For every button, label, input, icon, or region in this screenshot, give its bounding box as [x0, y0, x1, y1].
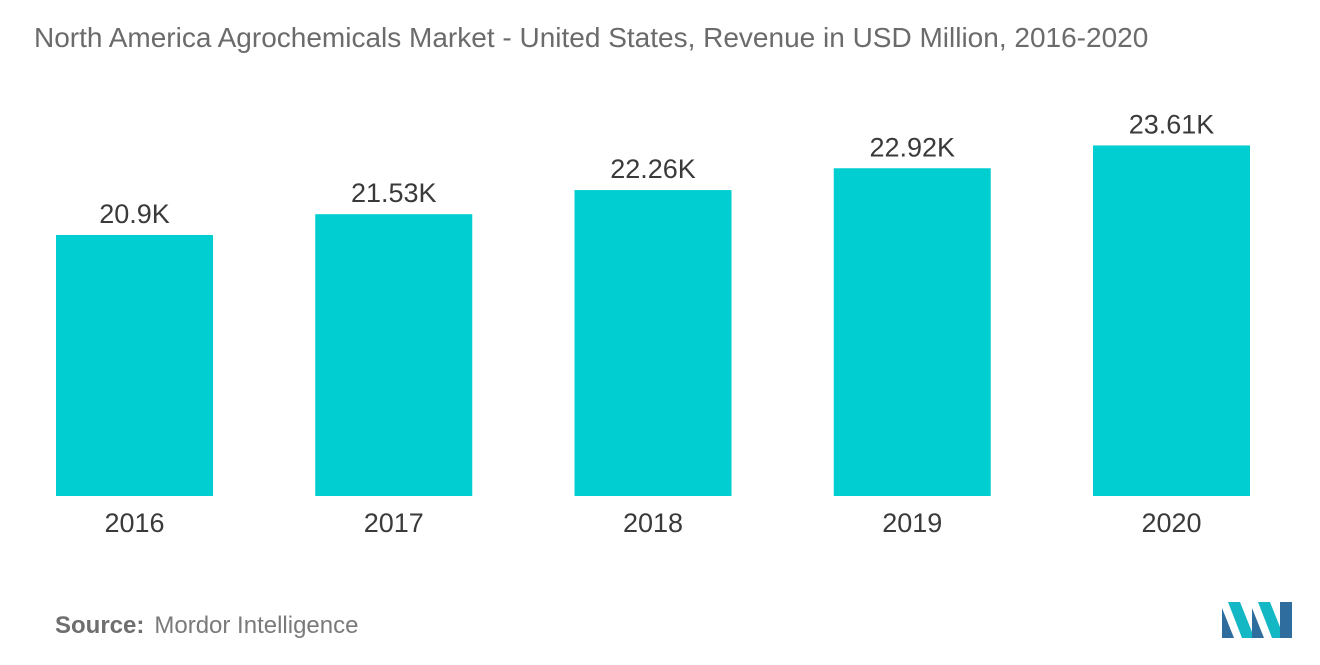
x-tick-label-2019: 2019	[882, 508, 942, 538]
x-tick-label-2017: 2017	[364, 508, 424, 538]
value-labels-group: 20.9K 21.53K 22.26K 22.92K 23.61K	[99, 109, 1214, 229]
chart-title: North America Agrochemicals Market - Uni…	[34, 22, 1149, 53]
x-tick-label-2018: 2018	[623, 508, 683, 538]
x-tick-label-2016: 2016	[104, 508, 164, 538]
value-label-2019: 22.92K	[869, 132, 955, 162]
mordor-intelligence-logo-icon	[1222, 602, 1292, 638]
bar-2020	[1093, 145, 1250, 496]
value-label-2020: 23.61K	[1129, 109, 1215, 139]
bar-2018	[574, 190, 732, 496]
value-label-2018: 22.26K	[610, 154, 696, 184]
source-label: Source:	[55, 612, 145, 639]
source-text: Mordor Intelligence	[154, 612, 359, 639]
bar-2019	[833, 168, 991, 496]
source-note: Source: Mordor Intelligence	[55, 612, 358, 640]
x-tick-labels-group: 2016 2017 2018 2019 2020	[104, 508, 1201, 538]
bar-2017	[315, 214, 473, 496]
bars-group	[56, 145, 1250, 496]
bar-2016	[56, 235, 213, 496]
value-label-2016: 20.9K	[99, 199, 170, 229]
value-label-2017: 21.53K	[351, 178, 437, 208]
x-tick-label-2020: 2020	[1141, 508, 1201, 538]
